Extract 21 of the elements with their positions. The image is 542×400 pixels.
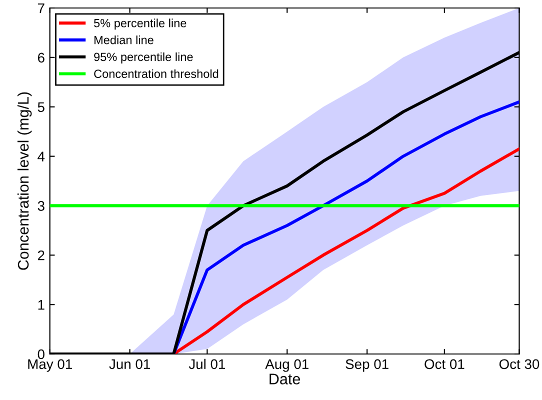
y-tick-label: 3 [38,201,44,211]
y-tick-label: 5 [38,102,44,112]
x-tick-label: Oct 01 [424,359,464,370]
x-tick-label: Aug 01 [265,359,308,372]
y-tick-label: 6 [38,52,44,63]
legend-label: 5% percentile line [94,18,186,30]
x-tick-label: May 01 [28,359,72,372]
x-tick-label: Oct 30 [499,359,540,370]
legend-label: Median line [94,36,154,44]
x-axis-title: Date [270,374,300,384]
x-tick-label: Sep 01 [346,359,388,372]
x-tick-label: Jul 01 [188,358,226,370]
legend-label: 95% percentile line [94,52,193,64]
x-tick-label: Jun 01 [109,359,150,370]
y-axis-title: Concentration level (mg/L) [17,92,32,270]
y-tick-label: 4 [38,152,45,162]
y-tick-label: 7 [38,3,44,14]
y-tick-label: 1 [38,300,44,310]
y-tick-label: 2 [38,250,44,260]
legend-label: Concentration threshold [94,69,218,78]
y-tick-label: 0 [38,349,44,360]
